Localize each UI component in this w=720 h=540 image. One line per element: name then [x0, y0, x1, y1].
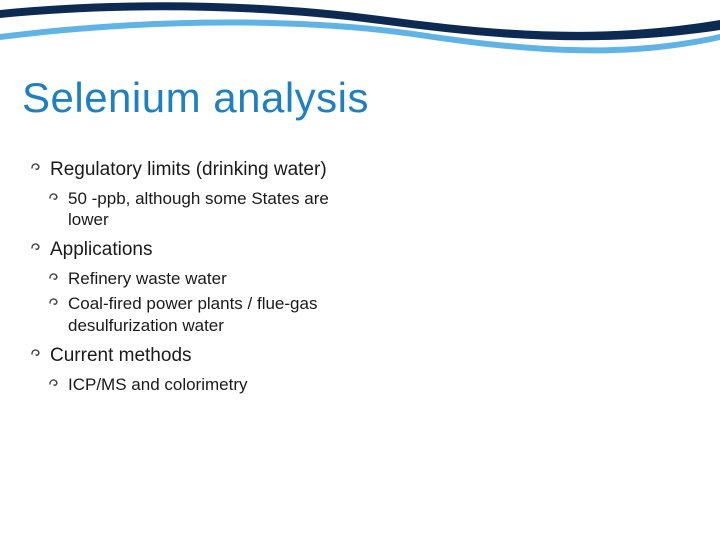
bullet-level1: Applications — [30, 238, 330, 262]
bullet-text: Coal-fired power plants / flue-gas desul… — [68, 294, 317, 334]
bullet-text: Current methods — [50, 345, 192, 366]
bullet-level2: 50 -ppb, although some States are lower — [48, 188, 330, 231]
bullet-glyph — [48, 376, 60, 390]
bullet-level2: Coal-fired power plants / flue-gas desul… — [48, 293, 330, 336]
section-applications: Applications Refinery waste water Coal-f… — [30, 238, 330, 336]
section-methods: Current methods ICP/MS and colorimetry — [30, 344, 330, 395]
content-body: Regulatory limits (drinking water) 50 -p… — [30, 158, 330, 403]
slide-title: Selenium analysis — [22, 74, 369, 122]
bullet-text: Applications — [50, 239, 152, 260]
wave-svg — [0, 0, 720, 70]
slide: Selenium analysis Regulatory limits (dri… — [0, 0, 720, 540]
bullet-level2: Refinery waste water — [48, 268, 330, 289]
bullet-glyph — [48, 190, 60, 204]
bullet-text: 50 -ppb, although some States are lower — [68, 189, 329, 229]
bullet-text: ICP/MS and colorimetry — [68, 375, 248, 394]
bullet-glyph — [30, 346, 42, 362]
bullet-glyph — [48, 270, 60, 284]
bullet-level1: Regulatory limits (drinking water) — [30, 158, 330, 182]
bullet-text: Refinery waste water — [68, 269, 227, 288]
section-regulatory: Regulatory limits (drinking water) 50 -p… — [30, 158, 330, 230]
bullet-level1: Current methods — [30, 344, 330, 368]
wave-dark-path — [0, 2, 720, 40]
bullet-glyph — [30, 240, 42, 256]
bullet-text: Regulatory limits (drinking water) — [50, 159, 327, 180]
bullet-glyph — [30, 160, 42, 176]
bullet-glyph — [48, 295, 60, 309]
header-wave — [0, 0, 720, 70]
bullet-level2: ICP/MS and colorimetry — [48, 374, 330, 395]
